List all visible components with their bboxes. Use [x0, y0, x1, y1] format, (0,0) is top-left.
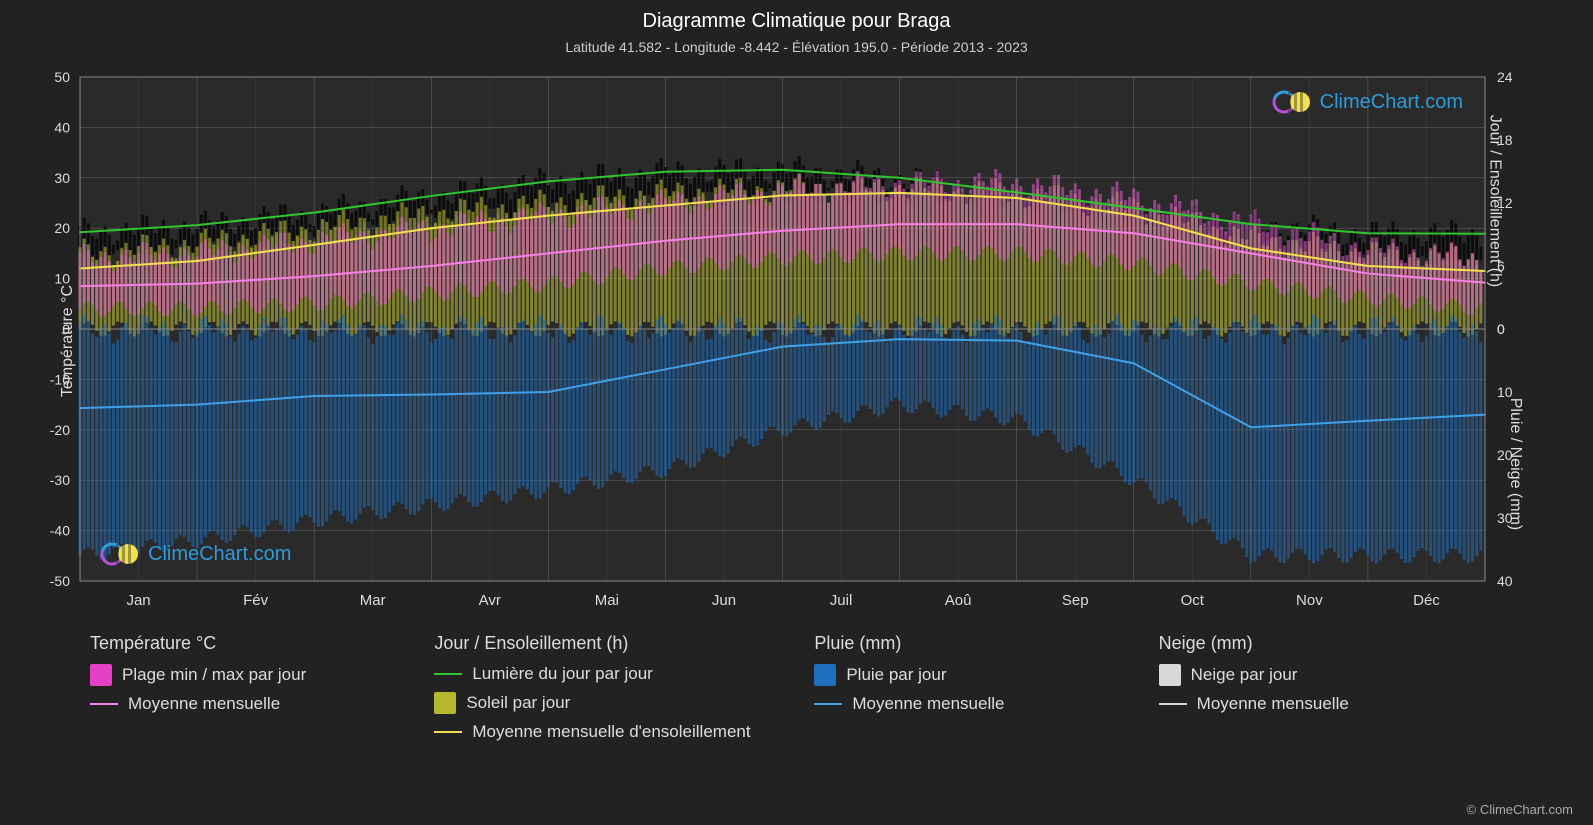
legend-item: Moyenne mensuelle d'ensoleillement: [434, 722, 814, 742]
svg-text:-20: -20: [50, 422, 70, 438]
legend-group-title: Pluie (mm): [814, 633, 1158, 654]
legend-item-label: Soleil par jour: [466, 693, 570, 713]
svg-text:Mai: Mai: [595, 592, 619, 609]
legend-group: Neige (mm) Neige par jour Moyenne mensuell…: [1159, 633, 1503, 750]
legend-group-title: Jour / Ensoleillement (h): [434, 633, 814, 654]
svg-text:50: 50: [54, 69, 70, 85]
legend-group: Température °C Plage min / max par jour Mo…: [90, 633, 434, 750]
legend-swatch: [90, 703, 118, 705]
legend-item-label: Moyenne mensuelle: [128, 694, 280, 714]
svg-text:40: 40: [54, 119, 70, 135]
svg-text:Déc: Déc: [1413, 592, 1440, 609]
legend-group: Jour / Ensoleillement (h) Lumière du jour…: [434, 633, 814, 750]
svg-text:Jan: Jan: [126, 592, 150, 609]
y-axis-right-bottom-label: Pluie / Neige (mm): [1506, 398, 1524, 530]
legend-item: Pluie par jour: [814, 664, 1158, 686]
copyright-text: © ClimeChart.com: [1467, 802, 1573, 817]
svg-text:-30: -30: [50, 472, 70, 488]
svg-text:Aoû: Aoû: [945, 592, 972, 609]
y-axis-right-top-label: Jour / Ensoleillement (h): [1486, 115, 1504, 288]
svg-text:0: 0: [1497, 321, 1505, 337]
legend-item: Moyenne mensuelle: [1159, 694, 1503, 714]
legend-swatch: [1159, 664, 1181, 686]
legend-item-label: Moyenne mensuelle d'ensoleillement: [472, 722, 750, 742]
legend-swatch: [90, 664, 112, 686]
svg-text:Avr: Avr: [479, 592, 501, 609]
legend-item: Moyenne mensuelle: [814, 694, 1158, 714]
svg-text:Jun: Jun: [712, 592, 736, 609]
legend-swatch: [814, 664, 836, 686]
svg-text:-40: -40: [50, 523, 70, 539]
legend-item: Moyenne mensuelle: [90, 694, 434, 714]
legend-item-label: Moyenne mensuelle: [852, 694, 1004, 714]
chart-subtitle: Latitude 41.582 - Longitude -8.442 - Élé…: [0, 33, 1593, 61]
svg-text:40: 40: [1497, 573, 1513, 589]
legend: Température °C Plage min / max par jour Mo…: [0, 621, 1593, 758]
svg-text:Nov: Nov: [1296, 592, 1323, 609]
chart-title: Diagramme Climatique pour Braga: [0, 0, 1593, 33]
legend-swatch: [434, 731, 462, 733]
legend-item-label: Plage min / max par jour: [122, 665, 306, 685]
legend-group-title: Température °C: [90, 633, 434, 654]
legend-item-label: Moyenne mensuelle: [1197, 694, 1349, 714]
y-axis-left-label: Température °C: [59, 285, 77, 397]
legend-item-label: Neige par jour: [1191, 665, 1298, 685]
climate-chart-svg: -50-40-30-20-100102030405006121824010203…: [0, 61, 1593, 621]
svg-text:Fév: Fév: [243, 592, 269, 609]
legend-item-label: Lumière du jour par jour: [472, 664, 652, 684]
svg-text:30: 30: [54, 170, 70, 186]
legend-swatch: [814, 703, 842, 705]
svg-text:24: 24: [1497, 69, 1513, 85]
legend-item-label: Pluie par jour: [846, 665, 946, 685]
legend-item: Plage min / max par jour: [90, 664, 434, 686]
legend-item: Lumière du jour par jour: [434, 664, 814, 684]
legend-item: Neige par jour: [1159, 664, 1503, 686]
svg-text:Oct: Oct: [1181, 592, 1205, 609]
legend-swatch: [434, 673, 462, 675]
legend-group: Pluie (mm) Pluie par jour Moyenne mensuell…: [814, 633, 1158, 750]
svg-text:Juil: Juil: [830, 592, 853, 609]
chart-container: Température °C Jour / Ensoleillement (h)…: [0, 61, 1593, 621]
svg-text:Sep: Sep: [1062, 592, 1089, 609]
svg-text:20: 20: [54, 220, 70, 236]
legend-group-title: Neige (mm): [1159, 633, 1503, 654]
legend-swatch: [1159, 703, 1187, 705]
svg-text:Mar: Mar: [360, 592, 386, 609]
legend-swatch: [434, 692, 456, 714]
svg-text:-50: -50: [50, 573, 70, 589]
legend-item: Soleil par jour: [434, 692, 814, 714]
